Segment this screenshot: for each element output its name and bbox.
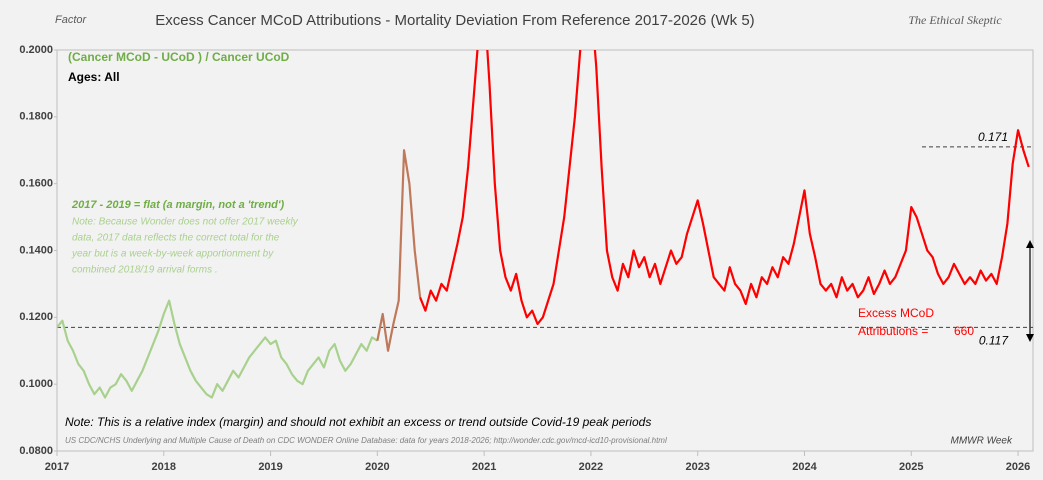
y-tick-label: 0.1400	[19, 244, 53, 256]
brand: The Ethical Skeptic	[908, 13, 1002, 27]
flat-note-line: year but is a week-by-week apportionment…	[71, 249, 274, 260]
x-tick-label: 2024	[792, 461, 817, 473]
attributions-label: Attributions =	[858, 324, 928, 338]
reference-label: 0.117	[979, 334, 1009, 348]
attributions-value: 660	[954, 324, 974, 338]
x-tick-label: 2025	[899, 461, 923, 473]
series-line	[57, 299, 378, 399]
series-line	[419, 50, 1030, 326]
y-tick-label: 0.1200	[19, 311, 53, 323]
chart-title: Excess Cancer MCoD Attributions - Mortal…	[155, 12, 754, 29]
y-tick-label: 0.1000	[19, 378, 53, 390]
flat-note: Note: Because Wonder does not offer 2017…	[71, 217, 299, 276]
arrow	[1026, 240, 1034, 342]
reference-label: 0.171	[978, 130, 1008, 144]
flat-note-line: data, 2017 data reflects the correct tot…	[72, 233, 280, 244]
x-tick-label: 2021	[472, 461, 496, 473]
plot-area	[56, 49, 1034, 452]
y-tick-label: 0.0800	[19, 445, 53, 457]
y-tick-label: 0.1800	[19, 111, 53, 123]
x-axis-label: MMWR Week	[951, 436, 1013, 447]
x-tick-label: 2017	[45, 461, 69, 473]
flat-note-line: Note: Because Wonder does not offer 2017…	[72, 217, 299, 228]
x-tick-label: 2019	[258, 461, 282, 473]
series-line	[376, 149, 422, 352]
excess-label: Excess MCoD	[858, 306, 934, 320]
source: US CDC/NCHS Underlying and Multiple Caus…	[65, 436, 667, 445]
x-tick-label: 2020	[365, 461, 389, 473]
x-tick-label: 2023	[685, 461, 709, 473]
bottom-note: Note: This is a relative index (margin) …	[65, 415, 651, 429]
subtitle: (Cancer MCoD - UCoD ) / Cancer UCoD	[68, 50, 290, 64]
y-tick-label: 0.1600	[19, 178, 53, 190]
flat-title: 2017 - 2019 = flat (a margin, not a 'tre…	[71, 199, 284, 211]
x-tick-label: 2022	[579, 461, 603, 473]
x-tick-label: 2018	[152, 461, 176, 473]
x-tick-label: 2026	[1006, 461, 1030, 473]
series-group	[57, 50, 1030, 399]
flat-note-line: combined 2018/19 arrival forms .	[72, 265, 218, 276]
y-tick-label: 0.2000	[19, 44, 53, 56]
y-axis-label: Factor	[55, 14, 88, 26]
ages: Ages: All	[68, 70, 120, 84]
